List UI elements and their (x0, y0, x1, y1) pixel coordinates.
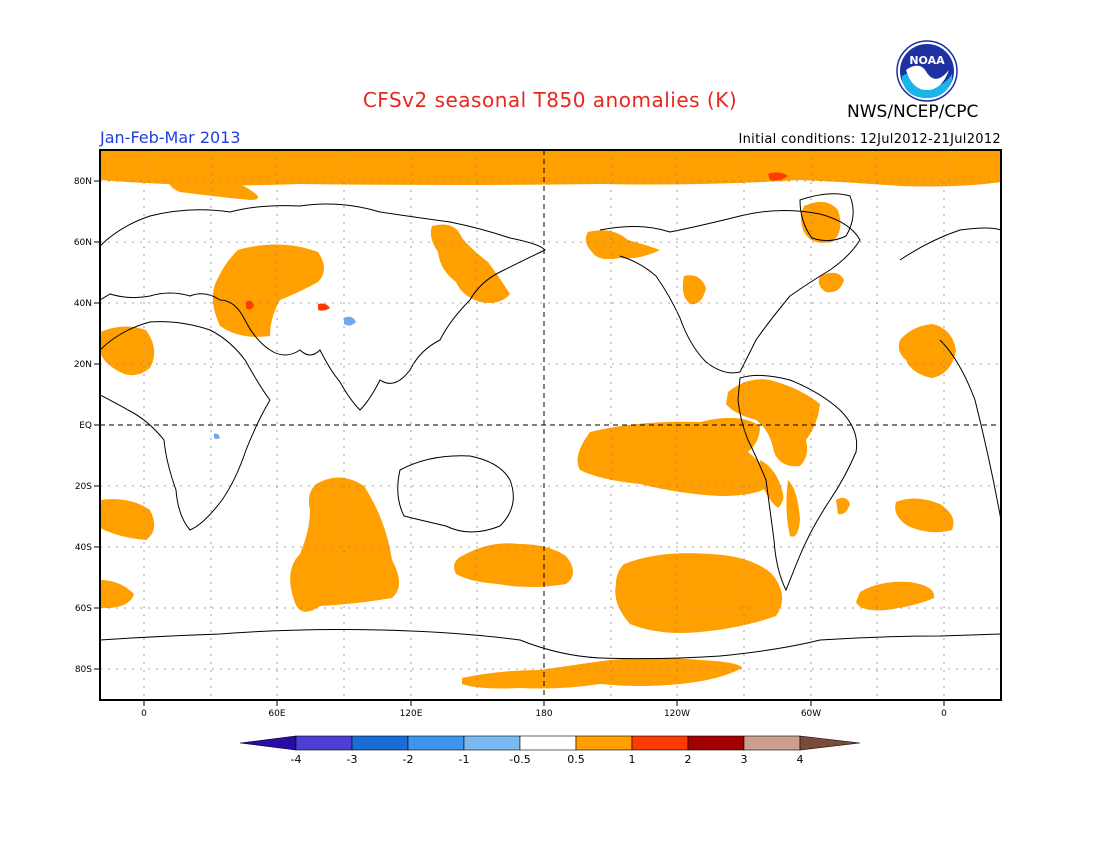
lat-label: 60N (74, 238, 92, 248)
east-atlantic-region (898, 324, 956, 378)
labrador-spot (818, 272, 844, 293)
lat-label: 80N (74, 177, 92, 187)
noaa-logo: NOAA (896, 40, 958, 102)
chile-coast-region (786, 480, 800, 537)
antarctic-region (462, 658, 742, 689)
colorbar-low-arrow (239, 735, 297, 751)
colorbar-swatch (519, 735, 577, 751)
strong-warm-spot-arctic (768, 172, 788, 181)
colorbar-label: 4 (797, 753, 804, 766)
season-label: Jan-Feb-Mar 2013 (100, 128, 241, 147)
south-atlantic-west-region (100, 499, 155, 540)
south-atlantic-east-region (895, 498, 954, 533)
colorbar-label: 3 (741, 753, 748, 766)
lat-ticks (94, 180, 100, 670)
colorbar-swatch (687, 735, 745, 751)
lon-labels: 0 60E 120E 180 120W 60W 0 (141, 709, 947, 719)
colorbar-label: 0.5 (567, 753, 585, 766)
colorbar-swatch (407, 735, 465, 751)
equatorial-pacific-region (577, 417, 772, 496)
colorbar-label: 1 (629, 753, 636, 766)
lat-label: 60S (75, 604, 92, 614)
colorbar-swatch (743, 735, 801, 751)
indian-ocean-region (290, 477, 399, 612)
map-area (100, 150, 1001, 700)
lat-label: 80S (75, 665, 92, 675)
coastline-antarctica (100, 629, 1001, 660)
logo-text: NOAA (909, 54, 945, 67)
central-asia-region (212, 244, 324, 337)
arctic-band (100, 150, 1001, 187)
lon-label: 60E (268, 709, 285, 719)
lat-label: 40S (75, 543, 92, 553)
cool-spot-tibet (344, 316, 356, 326)
lon-label: 120E (400, 709, 423, 719)
coastline-greenland (799, 193, 854, 242)
colorbar (239, 735, 861, 751)
colorbar-label: -2 (403, 753, 414, 766)
peru-coast-region (760, 460, 784, 508)
agency-label: NWS/NCEP/CPC (847, 102, 979, 122)
lat-label: 40N (74, 299, 92, 309)
colorbar-swatch (631, 735, 689, 751)
lat-label: 20N (74, 360, 92, 370)
colorbar-high-arrow (799, 735, 861, 751)
south-atlantic-south-region (856, 581, 935, 611)
lon-label: 0 (941, 709, 947, 719)
lon-label: 0 (141, 709, 147, 719)
us-west-spot (682, 275, 706, 305)
new-zealand-region (454, 543, 573, 587)
strong-warm-spot-kazakh (318, 303, 330, 311)
east-asia-region (430, 224, 510, 303)
lon-label: 180 (535, 709, 552, 719)
colorbar-label: -1 (459, 753, 470, 766)
colorbar-swatch (463, 735, 521, 751)
guinea-spot (836, 497, 850, 515)
alaska-region (585, 230, 660, 260)
arctic-lobe-siberia (168, 176, 258, 200)
initial-conditions-label: Initial conditions: 12Jul2012-21Jul2012 (738, 132, 1001, 147)
lat-label: 20S (75, 482, 92, 492)
strong-warm-spots (246, 172, 788, 311)
coastline-africa-east (939, 339, 1001, 521)
coastline-eurasia (100, 203, 546, 411)
coastlines (100, 193, 1001, 660)
south-africa-south-region (100, 580, 134, 608)
south-pacific-region (615, 553, 783, 633)
colorbar-label: 2 (685, 753, 692, 766)
lat-labels: 80N 60N 40N 20N EQ 20S 40S 60S 80S (74, 177, 92, 675)
colorbar-swatch (295, 735, 353, 751)
coastline-north-america (599, 209, 861, 374)
colorbar-label: -4 (291, 753, 302, 766)
cool-anomaly-spots (214, 316, 356, 439)
lon-label: 120W (664, 709, 690, 719)
colorbar-swatch (575, 735, 633, 751)
map-title: CFSv2 seasonal T850 anomalies (K) (362, 88, 738, 112)
colorbar-label: -3 (347, 753, 358, 766)
colorbar-swatch (351, 735, 409, 751)
coastline-south-america (737, 374, 858, 592)
lat-label: EQ (79, 421, 92, 431)
coastline-africa (100, 321, 271, 531)
south-america-north-region (726, 379, 820, 467)
lon-ticks (143, 700, 945, 706)
lon-label: 60W (801, 709, 821, 719)
colorbar-label: -0.5 (509, 753, 530, 766)
colorbar-labels: -4 -3 -2 -1 -0.5 0.5 1 2 3 4 (291, 753, 804, 766)
coastline-australia (397, 455, 514, 533)
coastline-europe-east (899, 227, 1001, 261)
cool-spot-africa (214, 433, 220, 439)
